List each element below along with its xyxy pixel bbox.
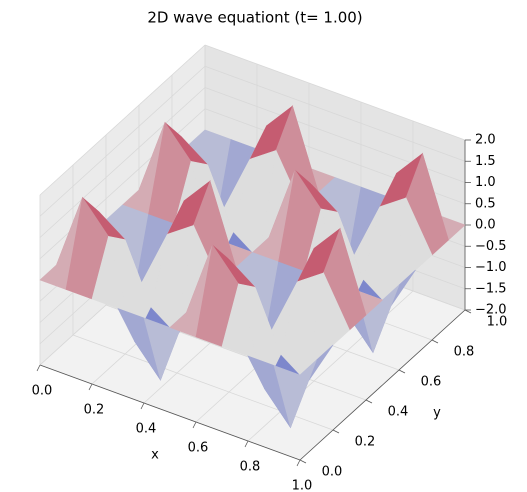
grid-line bbox=[39, 44, 206, 196]
z-tick-label: −1.5 bbox=[475, 281, 507, 296]
z-tick-label: 0.0 bbox=[475, 218, 496, 233]
z-tick-label: 1.0 bbox=[475, 175, 496, 190]
x-tick-label: 0.6 bbox=[188, 441, 209, 456]
y-tick bbox=[398, 369, 406, 374]
y-tick-label: 1.0 bbox=[487, 315, 508, 330]
y-tick bbox=[431, 339, 439, 344]
x-tick bbox=[140, 402, 145, 410]
grid-line bbox=[39, 87, 206, 238]
y-tick-label: 0.8 bbox=[454, 345, 475, 360]
x-tick bbox=[36, 364, 41, 372]
grid-line bbox=[39, 65, 206, 217]
x-tick bbox=[296, 459, 301, 467]
axis-line bbox=[299, 309, 466, 461]
x-tick-label: 1.0 bbox=[292, 479, 313, 492]
x-tick-label: 0.8 bbox=[240, 460, 261, 475]
chart-title: 2D wave equationt (t= 1.00) bbox=[147, 9, 362, 27]
x-tick bbox=[244, 440, 249, 448]
x-tick-label: 0.4 bbox=[136, 422, 157, 437]
grid-line bbox=[204, 44, 466, 141]
x-tick-label: 0.2 bbox=[84, 403, 105, 418]
y-tick bbox=[365, 399, 373, 404]
y-tick bbox=[299, 459, 307, 464]
y-tick-label: 0.0 bbox=[322, 465, 343, 480]
y-tick bbox=[464, 309, 472, 314]
y-tick-label: 0.6 bbox=[421, 375, 442, 390]
x-tick-label: 0.0 bbox=[32, 384, 53, 399]
x-tick bbox=[192, 421, 197, 429]
z-tick-label: 1.5 bbox=[475, 154, 496, 169]
grid-line bbox=[204, 65, 466, 162]
axis-line bbox=[39, 364, 301, 461]
z-tick-label: −0.5 bbox=[475, 239, 507, 254]
z-tick-label: −1.0 bbox=[475, 260, 507, 275]
y-tick-label: 0.2 bbox=[355, 435, 376, 450]
z-tick-label: −2.0 bbox=[475, 303, 507, 318]
z-tick-label: 2.0 bbox=[475, 133, 496, 148]
y-tick bbox=[332, 429, 340, 434]
y-axis-label: y bbox=[433, 406, 441, 421]
z-tick-label: 0.5 bbox=[475, 196, 496, 211]
surface-face bbox=[273, 359, 317, 429]
y-tick-label: 0.4 bbox=[388, 405, 409, 420]
x-tick bbox=[88, 383, 93, 391]
x-axis-label: x bbox=[151, 448, 159, 463]
